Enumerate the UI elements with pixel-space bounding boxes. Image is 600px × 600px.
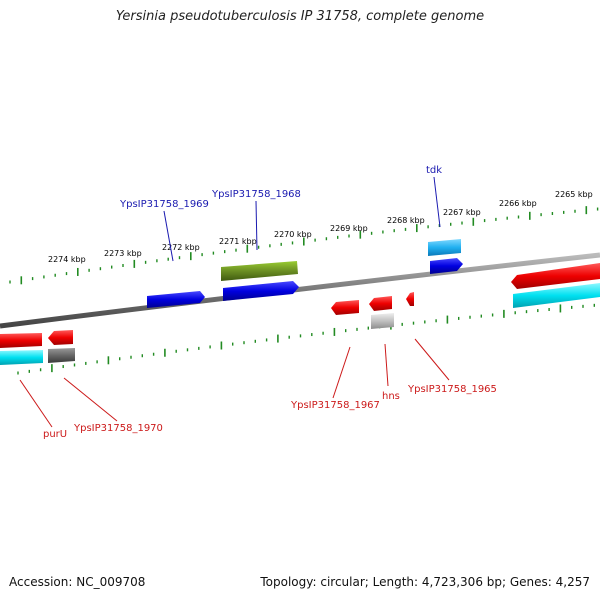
- gene-feature-right-red[interactable]: [511, 263, 600, 289]
- gene-label-ypsip31758-1967[interactable]: YpsIP31758_1967: [290, 400, 380, 411]
- leader-line-ypsip31758-1965: [414, 338, 450, 381]
- scale-label-2268: 2268 kbp: [387, 216, 425, 225]
- gene-feature-tdk[interactable]: [430, 258, 463, 274]
- gene-label-ypsip31758-1970[interactable]: YpsIP31758_1970: [73, 423, 163, 434]
- gene-feature-purU-red[interactable]: [0, 333, 42, 348]
- gene-label-tdk[interactable]: tdk: [426, 165, 442, 176]
- gene-feature-tdk-annotation[interactable]: [428, 239, 461, 256]
- gene-label-ypsip31758-1968[interactable]: YpsIP31758_1968: [211, 189, 301, 200]
- leader-line-purU: [19, 379, 53, 428]
- leader-line-hns: [384, 343, 389, 387]
- scale-ticks-upper: [9, 206, 599, 285]
- leader-line-tdk: [433, 176, 441, 228]
- leader-lines: [19, 176, 450, 428]
- gene-label-ypsip31758-1969[interactable]: YpsIP31758_1969: [119, 199, 209, 210]
- scale-label-2271: 2271 kbp: [219, 237, 257, 246]
- gene-feature-ypsip31758-1970[interactable]: [48, 330, 73, 345]
- gene-feature-hns[interactable]: [369, 296, 392, 311]
- leader-line-ypsip31758-1967: [332, 346, 351, 399]
- gene-feature-olive[interactable]: [221, 261, 298, 281]
- scale-label-2265: 2265 kbp: [555, 190, 593, 199]
- gene-feature-hns-gray[interactable]: [371, 313, 394, 329]
- genome-backbone: [0, 252, 600, 329]
- scale-label-2272: 2272 kbp: [162, 243, 200, 252]
- gene-feature-ypsip31758-1968[interactable]: [223, 281, 299, 301]
- gene-feature-purU-cyan[interactable]: [0, 350, 43, 365]
- scale-label-2269: 2269 kbp: [330, 224, 368, 233]
- leader-line-ypsip31758-1970: [63, 377, 118, 422]
- gene-label-hns[interactable]: hns: [382, 391, 400, 402]
- leader-line-ypsip31758-1968: [255, 200, 258, 251]
- scale-label-2270: 2270 kbp: [274, 230, 312, 239]
- scale-label-2273: 2273 kbp: [104, 249, 142, 258]
- map-title: Yersinia pseudotuberculosis IP 31758, co…: [115, 9, 485, 24]
- gene-label-purU[interactable]: purU: [43, 429, 67, 440]
- scale-label-2267: 2267 kbp: [443, 208, 481, 217]
- scale-label-2274: 2274 kbp: [48, 255, 86, 264]
- gene-label-ypsip31758-1965[interactable]: YpsIP31758_1965: [407, 384, 497, 395]
- genome-summary-text: Topology: circular; Length: 4,723,306 bp…: [260, 575, 590, 589]
- accession-text: Accession: NC_009708: [9, 575, 146, 589]
- scale-labels: 2274 kbp 2273 kbp 2272 kbp 2271 kbp 2270…: [48, 190, 593, 264]
- gene-feature-ypsip31758-1969[interactable]: [147, 291, 205, 308]
- gene-feature-ypsip31758-1967[interactable]: [331, 300, 359, 315]
- leader-line-ypsip31758-1969: [163, 210, 174, 262]
- gene-feature-right-cyan[interactable]: [513, 283, 600, 308]
- scale-label-2266: 2266 kbp: [499, 199, 537, 208]
- gene-feature-ypsip31758-1965[interactable]: [406, 292, 414, 306]
- gene-feature-ypsip31758-1970-gray[interactable]: [48, 348, 75, 363]
